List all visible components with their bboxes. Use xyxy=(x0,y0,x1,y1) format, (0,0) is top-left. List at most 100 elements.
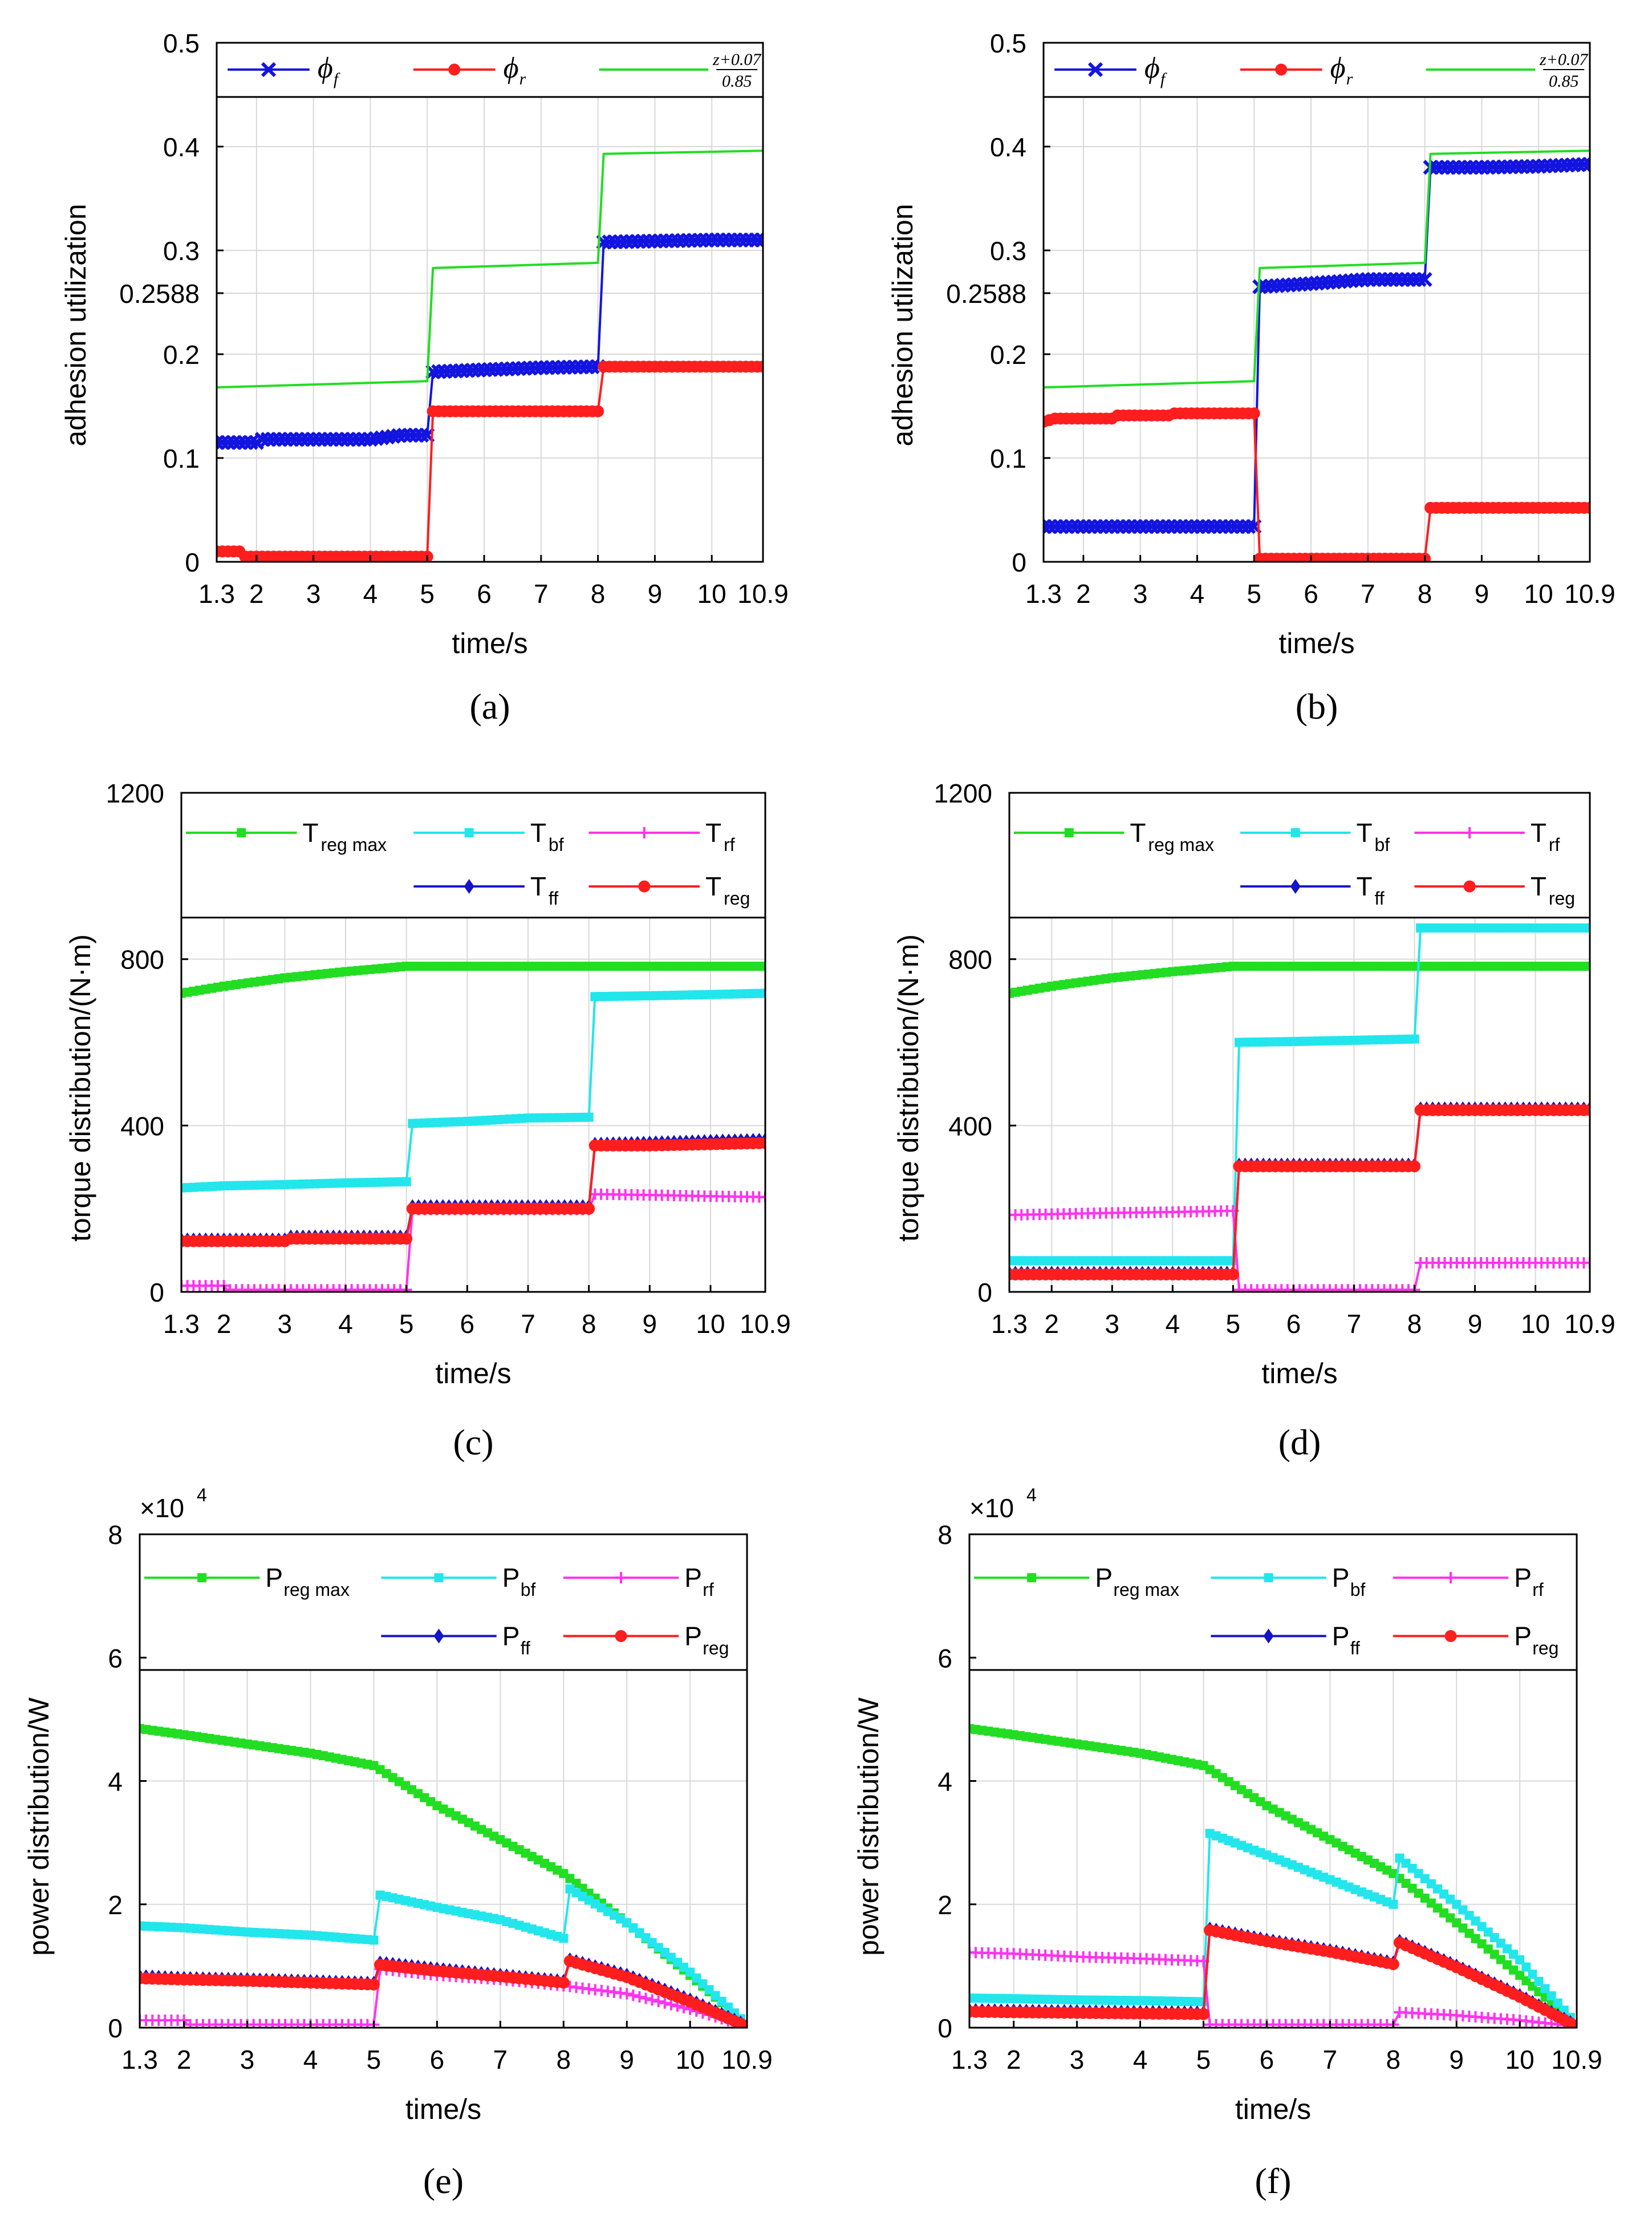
data-point-phi_f xyxy=(1389,271,1404,287)
data-point-phi_f xyxy=(1098,518,1114,534)
y-tick-label: 4 xyxy=(108,1767,123,1797)
y-tick-label: 0.3 xyxy=(990,236,1026,266)
legend-marker-T_bf xyxy=(434,1573,444,1583)
chart-a: ϕ f ϕ rz+0.070.851.3 2 3 4 5 6 7 8 9 10 10.900.10.20.… xyxy=(60,29,789,727)
data-point-phi_f xyxy=(1582,156,1590,172)
legend-marker-T_reg_max xyxy=(237,828,246,837)
legend-marker-phi_f xyxy=(1087,62,1103,78)
x-tick-label: 8 xyxy=(1407,1309,1422,1339)
data-point-phi_f xyxy=(607,234,623,250)
x-tick-label: 10.9 xyxy=(740,1309,791,1339)
y-tick-label: 0.1 xyxy=(163,444,200,473)
legend-sub-T_bf: bf xyxy=(1374,834,1390,855)
data-point-phi_f xyxy=(232,435,247,450)
plot-area xyxy=(1044,43,1590,562)
data-point-phi_f xyxy=(726,232,742,248)
legend-box xyxy=(1009,793,1590,918)
legend-label-T_reg_max: P xyxy=(1095,1563,1113,1592)
x-tick-label: 1.3 xyxy=(121,2045,158,2074)
data-point-phi_f xyxy=(217,435,230,450)
legend-sub-phi_r: r xyxy=(519,70,526,88)
data-point-phi_f xyxy=(493,362,509,377)
data-point-phi_f xyxy=(328,432,344,447)
data-point-phi_f xyxy=(403,427,418,443)
data-point-phi_f xyxy=(482,362,498,378)
x-tick-label: 3 xyxy=(1133,579,1148,609)
legend-marker-T_ff xyxy=(1290,879,1301,894)
data-point-T_reg xyxy=(1197,2008,1209,2020)
legend-marker-T_bf xyxy=(1290,828,1300,837)
x-tick-label: 8 xyxy=(1386,2045,1401,2074)
x-tick-label: 4 xyxy=(1166,1309,1180,1339)
data-point-T_rf xyxy=(640,1992,652,2004)
y-tick-label: 0.3 xyxy=(163,236,200,266)
data-point-T_reg xyxy=(1584,1104,1590,1116)
data-point-phi_f xyxy=(289,432,304,447)
x-tick-label: 2 xyxy=(1044,1309,1059,1339)
data-point-phi_f xyxy=(306,432,321,447)
data-point-T_rf xyxy=(1584,1257,1590,1269)
y-tick-label: 8 xyxy=(937,1520,952,1550)
y-tick-label: 0.5 xyxy=(990,29,1026,58)
x-tick-label: 3 xyxy=(278,1309,293,1339)
data-point-T_rf xyxy=(760,1191,765,1203)
data-point-phi_f xyxy=(1503,159,1518,175)
data-point-phi_f xyxy=(1440,160,1455,175)
data-point-T_reg xyxy=(400,1233,413,1245)
legend-sub-T_rf: rf xyxy=(724,834,735,855)
x-tick-label: 1.3 xyxy=(991,1309,1028,1339)
legend-marker-T_reg xyxy=(1463,880,1476,893)
y-axis-label: adhesion utilization xyxy=(60,204,92,446)
legend-frac-den: 0.85 xyxy=(722,72,752,91)
data-point-phi_f xyxy=(659,233,674,249)
x-tick-label: 9 xyxy=(1449,2045,1464,2074)
data-point-phi_f xyxy=(1121,518,1136,534)
legend-marker-T_ff xyxy=(1263,1628,1274,1644)
x-tick-label: 5 xyxy=(420,579,435,609)
data-point-phi_f xyxy=(1434,160,1450,175)
legend: ϕ f ϕ rz+0.070.85 xyxy=(217,43,763,98)
legend-sub-T_reg_max: reg max xyxy=(1148,834,1214,855)
x-tick-label: 10.9 xyxy=(721,2045,773,2074)
legend-label-T_reg_max: T xyxy=(303,818,319,848)
data-point-phi_f xyxy=(271,432,287,447)
y-tick-label: 400 xyxy=(120,1111,164,1141)
data-point-phi_f xyxy=(1366,271,1381,287)
y-axis-label: power distribution/W xyxy=(23,1697,55,1956)
data-point-phi_f xyxy=(1559,157,1575,173)
legend-marker-phi_r xyxy=(1275,63,1288,76)
legend-sub-T_reg_max: reg max xyxy=(283,1579,350,1600)
legend-marker-T_reg_max xyxy=(1027,1573,1037,1583)
legend-label-T_rf: T xyxy=(705,818,721,848)
panel-label: (c) xyxy=(453,1422,493,1462)
legend-label-phi_f: ϕ xyxy=(1144,52,1160,84)
y-axis-label: adhesion utilization xyxy=(887,204,919,446)
data-point-phi_f xyxy=(323,432,338,447)
x-tick-label: 9 xyxy=(1475,579,1489,609)
data-point-phi_f xyxy=(408,427,424,443)
data-point-T_reg xyxy=(759,1137,765,1149)
panel-label: (b) xyxy=(1296,686,1338,727)
data-point-phi_f xyxy=(1491,159,1507,175)
x-tick-label: 1.3 xyxy=(163,1309,200,1339)
data-point-phi_f xyxy=(1411,271,1427,287)
x-tick-label: 10.9 xyxy=(737,579,789,609)
data-point-phi_f xyxy=(459,363,475,378)
data-point-phi_f xyxy=(1224,518,1239,534)
legend-sub-T_rf: rf xyxy=(1549,834,1560,855)
series-group xyxy=(181,962,765,1292)
data-point-phi_f xyxy=(755,232,763,248)
data-point-phi_f xyxy=(1417,271,1432,287)
data-point-phi_f xyxy=(681,233,697,248)
data-point-phi_f xyxy=(1235,518,1251,534)
legend-label-T_reg_max: P xyxy=(265,1563,283,1592)
y-tick-label: 0.2588 xyxy=(946,279,1026,309)
y-axis-label: torque distribution/(N·m) xyxy=(892,934,924,1242)
y-tick-label: 800 xyxy=(120,945,164,975)
data-point-T_rf xyxy=(634,1991,646,2003)
legend-sub-T_ff: ff xyxy=(1374,888,1384,909)
x-tick-label: 4 xyxy=(1190,579,1205,609)
data-point-phi_f xyxy=(642,233,657,249)
